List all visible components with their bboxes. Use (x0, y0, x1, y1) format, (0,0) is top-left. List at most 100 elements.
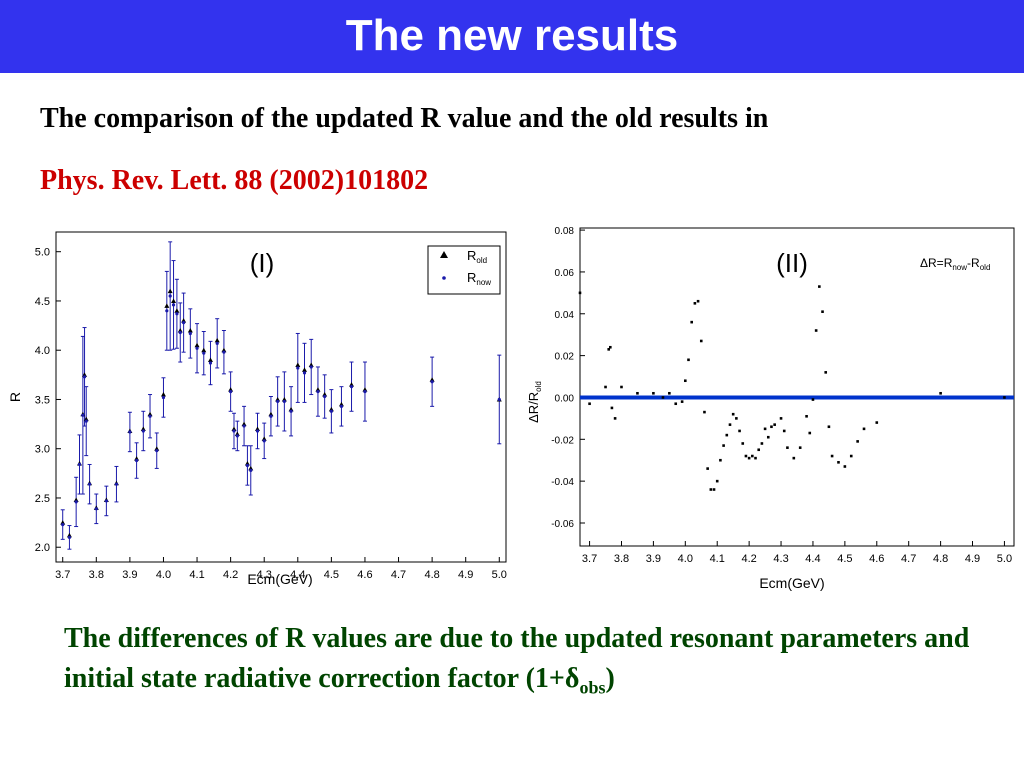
chart2-point (798, 446, 802, 449)
chart1-point-old (234, 431, 240, 436)
chart2-point (805, 414, 808, 418)
chart1-point-old (207, 357, 213, 363)
chart1-point-old (147, 411, 153, 417)
chart2-xtick-label: 3.7 (582, 553, 597, 565)
chart1-point-old (429, 377, 435, 382)
chart1-point-now (81, 413, 85, 417)
chart2-point (856, 440, 859, 443)
chart1-point-old (322, 392, 328, 397)
chart1-point-old (295, 362, 301, 367)
chart1-point-now (84, 419, 88, 423)
chart1-point-old (164, 303, 170, 308)
chart2-point (725, 433, 729, 437)
chart2-point (824, 371, 828, 374)
chart2-point (709, 488, 713, 491)
chart1-point-old (160, 392, 166, 397)
chart1-point-now (141, 429, 145, 433)
chart1-point-now (134, 458, 139, 463)
chart1-point-old (261, 436, 267, 441)
chart2-ytick-label: 0.08 (555, 226, 575, 237)
chart1-xtick-label: 4.1 (189, 569, 204, 581)
chart1-point-now (94, 507, 98, 511)
chart1-ytick-label: 2.5 (35, 493, 50, 505)
chart2-point (607, 348, 611, 351)
chart1-point-old (308, 362, 314, 367)
chart2-point (763, 427, 767, 431)
chart1-point-now (175, 312, 179, 316)
chart1-point-now (202, 351, 206, 355)
chart1-xtick-label: 4.8 (424, 569, 439, 581)
chart2-point (690, 320, 693, 324)
chart2-point (674, 402, 678, 406)
chart2-point (693, 302, 697, 305)
chart2-point (684, 379, 687, 383)
chart1-point-old (228, 387, 234, 392)
chart1-point-now (262, 439, 266, 443)
chart1-point-old (82, 372, 88, 377)
chart1-point-old (275, 396, 281, 402)
chart2-point (636, 391, 639, 395)
chart2-point (609, 345, 612, 349)
chart2-point (578, 291, 582, 295)
chart1-point-now (309, 365, 313, 369)
chart1-point-now (289, 409, 293, 413)
chart1-point-old (231, 426, 237, 432)
chart2-point (744, 454, 748, 458)
chart2-point (731, 412, 735, 416)
chart2-point (786, 446, 789, 449)
slide-title: The new results (345, 11, 679, 60)
chart1-point-now (128, 430, 132, 434)
chart1-point-old (248, 465, 254, 471)
chart1-point-now (329, 409, 333, 413)
chart1-legend-box (427, 245, 501, 295)
chart1-point-old (66, 532, 72, 538)
chart1-point-now (282, 399, 286, 404)
chart1-ytick-label: 5.0 (35, 247, 50, 259)
chart1-point-now (497, 397, 501, 402)
chart1-point-now (269, 414, 273, 418)
chart2-point (939, 391, 942, 395)
chart1-point-now (155, 449, 159, 453)
chart2-ylabel: ΔR/Rold (526, 381, 543, 423)
chart2-ytick-label: -0.06 (551, 519, 574, 530)
chart2-xtick-label: 4.8 (933, 553, 948, 565)
chart2-point (703, 410, 706, 414)
chart1-ytick-label: 3.0 (35, 444, 50, 456)
chart1-xtick-label: 4.6 (357, 569, 372, 581)
chart2-point (782, 429, 786, 433)
chart2-point (811, 398, 815, 401)
chart1-title: (I) (250, 248, 275, 278)
chart1-point-now (82, 375, 87, 379)
chart1-point-now (235, 434, 239, 438)
explanation-note: The differences of R values are due to t… (64, 623, 970, 698)
chart1-legend-old-marker (440, 251, 448, 258)
chart2-point (808, 431, 812, 435)
chart1-point-now (276, 399, 280, 404)
chart-delta-r: 3.7 3.8 3.9 4.0 4.1 4.2 4.3 4.4 4.5 4.6 4.7 4.8 4.9 5… (526, 226, 1015, 591)
chart1-point-now (77, 462, 82, 467)
chart2-point (706, 467, 709, 470)
chart1-point-old (241, 421, 247, 427)
chart2-point (722, 444, 725, 447)
chart1-point-now (255, 429, 260, 433)
chart1-point-now (222, 350, 226, 354)
chart2-point (735, 417, 738, 420)
chart1-point-now (349, 385, 354, 389)
chart2-xtick-label: 4.1 (710, 553, 725, 565)
chart2-point (843, 465, 847, 468)
chart1-point-old (281, 396, 287, 402)
chart2-ytick-label: 0.02 (555, 352, 575, 363)
chart1-point-old (83, 416, 89, 422)
chart2-point (610, 406, 614, 410)
chart1-xtick-label: 4.2 (223, 569, 238, 581)
chart1-point-old (154, 446, 160, 451)
chart1-point-old (221, 347, 227, 353)
chart2-annotation: ΔR=Rnow-Rold (920, 256, 990, 272)
chart2-point (620, 385, 623, 389)
chart1-xtick-label: 4.9 (458, 569, 473, 581)
chart1-point-old (338, 401, 344, 407)
chart2-point (757, 448, 761, 452)
chart2-xlabel: Ecm(GeV) (759, 575, 824, 591)
chart1-point-now (430, 380, 434, 384)
chart2-point (862, 427, 866, 431)
